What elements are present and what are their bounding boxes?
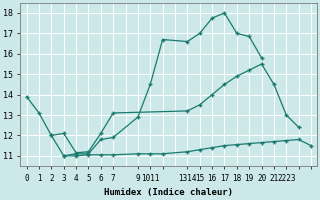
X-axis label: Humidex (Indice chaleur): Humidex (Indice chaleur): [104, 188, 233, 197]
